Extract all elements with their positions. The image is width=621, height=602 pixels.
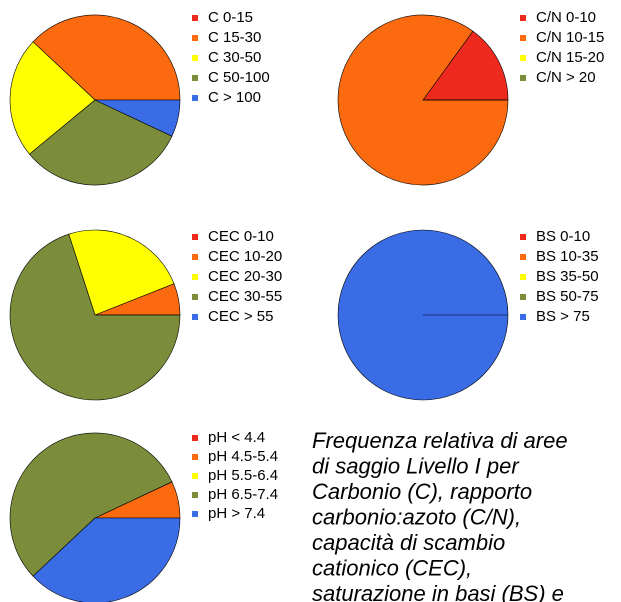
legend-marker (192, 454, 198, 460)
legend-marker (520, 294, 526, 300)
caption-line: saturazione in basi (BS) e (312, 581, 564, 602)
caption-line: cationico (CEC), (312, 556, 472, 581)
legend-label: C 30-50 (208, 49, 261, 66)
legend-label: BS 0-10 (536, 228, 590, 245)
caption-line: capacità di scambio (312, 530, 505, 555)
legend-marker (520, 234, 526, 240)
legend-label: C > 100 (208, 89, 261, 106)
legend-label: pH 4.5-5.4 (208, 448, 278, 465)
legend-label: CEC 20-30 (208, 268, 282, 285)
legend-marker (192, 234, 198, 240)
legend-label: C/N 10-15 (536, 29, 604, 46)
legend-marker (192, 274, 198, 280)
legend-marker (192, 95, 198, 101)
caption-line: Carbonio (C), rapporto (312, 479, 532, 504)
legend-label: CEC 30-55 (208, 288, 282, 305)
legend-label: C/N > 20 (536, 69, 596, 86)
legend-label: BS > 75 (536, 308, 590, 325)
legend-label: C 50-100 (208, 69, 270, 86)
legend-marker (192, 55, 198, 61)
legend-label: BS 10-35 (536, 248, 599, 265)
pie-slice (422, 30, 509, 101)
caption-line: di saggio Livello I per (312, 454, 520, 479)
legend-label: CEC 10-20 (208, 248, 282, 265)
legend-marker (192, 492, 198, 498)
pie-slice (32, 14, 181, 101)
legend-label: CEC 0-10 (208, 228, 274, 245)
legend-label: CEC > 55 (208, 308, 273, 325)
legend-label: pH < 4.4 (208, 429, 265, 446)
caption-line: Frequenza relativa di aree (312, 428, 568, 453)
pie-slice (9, 432, 173, 577)
legend-label: C 15-30 (208, 29, 261, 46)
legend-label: pH > 7.4 (208, 505, 265, 522)
legend-marker (192, 35, 198, 41)
legend-label: pH 5.5-6.4 (208, 467, 278, 484)
legend-label: pH 6.5-7.4 (208, 486, 278, 503)
caption-line: carbonio:azoto (C/N), (312, 505, 521, 530)
legend-label: C/N 15-20 (536, 49, 604, 66)
legend-marker (520, 55, 526, 61)
pie-slice (9, 41, 96, 155)
legend-label: C/N 0-10 (536, 9, 596, 26)
legend-marker (192, 314, 198, 320)
legend-marker (520, 314, 526, 320)
legend-label: BS 35-50 (536, 268, 599, 285)
legend-marker (192, 15, 198, 21)
pie-slice (94, 99, 181, 137)
legend-marker (520, 75, 526, 81)
legend-label: BS 50-75 (536, 288, 599, 305)
legend-marker (192, 294, 198, 300)
legend-marker (520, 254, 526, 260)
legend-label: C 0-15 (208, 9, 253, 26)
legend-marker (192, 254, 198, 260)
pie-slice (32, 517, 181, 602)
pie-slice (9, 233, 181, 401)
legend-marker (192, 511, 198, 517)
pie-slice (68, 229, 175, 316)
legend-marker (192, 435, 198, 441)
pie-slice (29, 99, 173, 186)
legend-marker (520, 274, 526, 280)
legend-marker (192, 75, 198, 81)
legend-marker (192, 473, 198, 479)
legend-marker (520, 35, 526, 41)
legend-marker (520, 15, 526, 21)
